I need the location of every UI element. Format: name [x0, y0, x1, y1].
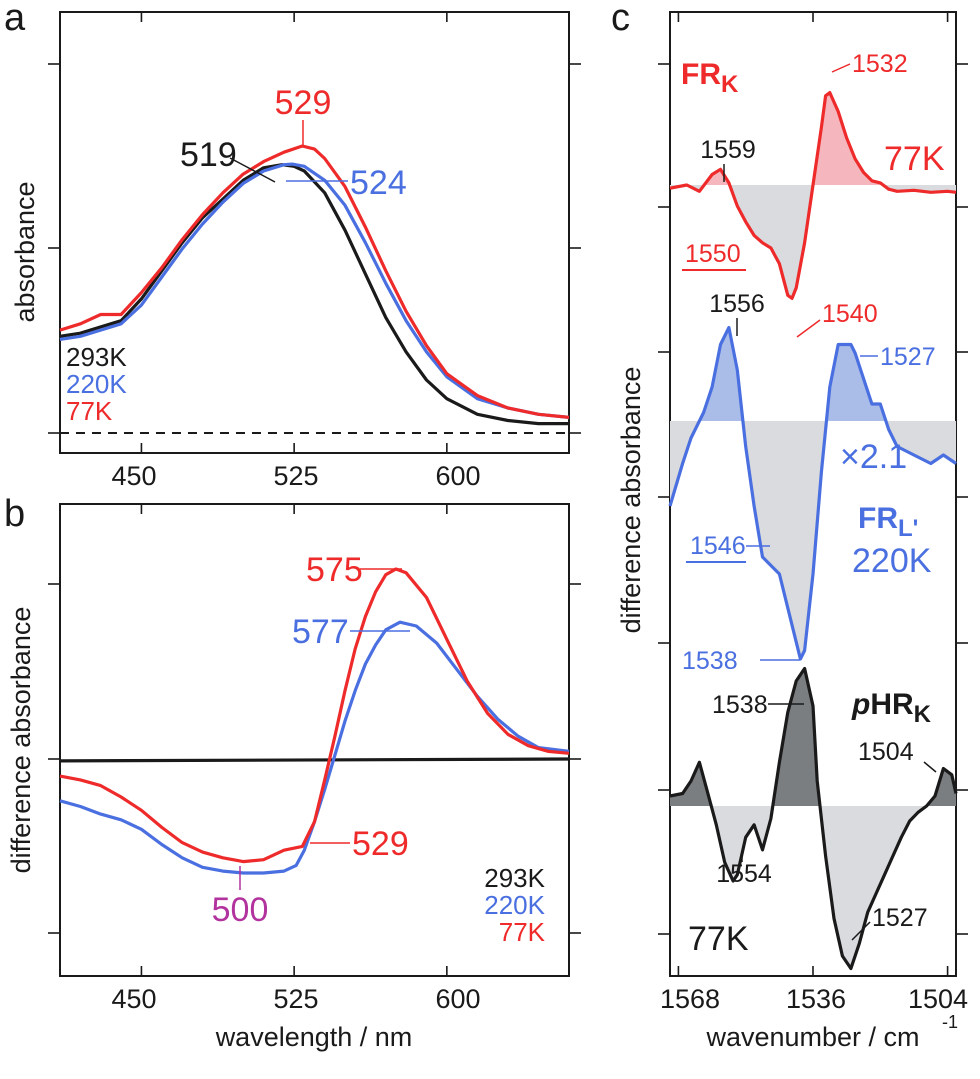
c-1532-leader: [831, 63, 851, 73]
peak-519-label: 519: [180, 136, 237, 174]
panel-c-xlabel: wavenumber / cm: [705, 1022, 919, 1052]
peak-524-label: 524: [350, 164, 407, 202]
legend-b-77k: 77K: [499, 917, 546, 947]
panel-c-fill-neg-fr-l-220k: [670, 421, 956, 659]
peak-500-label: 500: [212, 891, 269, 929]
panel-b-line-293k: [59, 757, 570, 763]
c-1527b-label: 1527: [880, 343, 936, 371]
c-1504-leader: [923, 761, 937, 773]
peak-529-label: 529: [275, 84, 332, 122]
peak-519-leader: [229, 157, 276, 183]
c-1527k-label: 1527: [872, 904, 928, 932]
panel-c-ylabel: difference absorbance: [616, 367, 646, 634]
panel-a-series: [59, 144, 570, 426]
panel-c-fill-pos-fr-l-220k: [670, 327, 956, 421]
panel-c-xtick-1504: 1504: [908, 984, 968, 1014]
panel-b-xlabel: wavelength / nm: [215, 1022, 413, 1052]
fr-l-temp: 220K: [852, 542, 932, 580]
panel-a-line-220k: [59, 162, 570, 419]
fr-k-temp: 77K: [884, 140, 945, 178]
panel-a-frame: [59, 11, 570, 454]
panel-c-xlabel-sup: -1: [942, 1012, 958, 1032]
fr-l-title: FRL': [858, 502, 918, 542]
panel-c-ticks: [658, 12, 968, 976]
c-1527k-leader: [851, 921, 871, 941]
panel-a-ticks: [48, 12, 581, 453]
panel-a-line-293k: [59, 163, 569, 426]
c-1538b-label: 1538: [682, 647, 738, 675]
peak-577-label: 577: [292, 613, 349, 651]
panel-b-line-220k: [59, 620, 570, 875]
panel-b-series: [59, 567, 570, 875]
panel-b-xtick-450: 450: [111, 984, 156, 1014]
legend-220k: 220K: [66, 369, 127, 399]
panel-a-xtick-600: 600: [435, 461, 480, 491]
c-1550-label: 1550: [685, 240, 741, 268]
panel-c-line-fr-k-77k: [669, 90, 957, 300]
c-1538k-label: 1538: [712, 691, 768, 719]
panel-label-c: c: [611, 0, 630, 39]
c-1540-label: 1540: [822, 300, 878, 328]
panel-c-line-fr-l-220k: [668, 325, 957, 661]
panel-b-xtick-600: 600: [435, 984, 480, 1014]
panel-c-line-phr-k-77k: [669, 666, 958, 971]
panel-a-xtick-450: 450: [111, 461, 156, 491]
panel-b-ticks: [48, 504, 581, 976]
panel-a-line-77k: [59, 144, 570, 419]
c-1556-label: 1556: [709, 290, 765, 318]
panel-c-series: [668, 90, 958, 971]
c-1532-label: 1532: [852, 50, 908, 78]
panel-b-frame: [59, 503, 570, 977]
panel-b-line-77k: [59, 567, 570, 864]
legend-b-293k: 293K: [484, 863, 545, 893]
panel-label-b: b: [4, 493, 25, 535]
c-1504-label: 1504: [858, 738, 914, 766]
c-1546-label: 1546: [690, 532, 746, 560]
legend-293k: 293K: [66, 342, 127, 372]
panel-c-fill-neg-phr-k-77k: [670, 806, 956, 969]
panel-b-xtick-525: 525: [273, 984, 318, 1014]
peak-575-label: 575: [306, 551, 363, 589]
panel-label-a: a: [4, 0, 26, 39]
fr-k-title: FRK: [681, 58, 739, 98]
peak-529b-label: 529: [352, 825, 409, 863]
c-1559-label: 1559: [700, 136, 756, 164]
legend-b-220k: 220K: [484, 890, 545, 920]
panel-a-xtick-525: 525: [273, 461, 318, 491]
panel-c-xtick-1536: 1536: [786, 984, 846, 1014]
phr-k-title: pHRK: [851, 688, 932, 728]
legend-77k: 77K: [66, 396, 113, 426]
fr-l-scale: ×2.1: [840, 438, 907, 476]
panel-c-xtick-1568: 1568: [660, 984, 720, 1014]
panel-b-ylabel: difference absorbance: [6, 607, 36, 874]
phr-k-temp: 77K: [688, 920, 749, 958]
panel-a-ylabel: absorbance: [10, 181, 40, 322]
c-1554-label: 1554: [716, 860, 772, 888]
panel-c-fill-pos-phr-k-77k: [670, 668, 956, 806]
c-1540-leader: [796, 319, 821, 338]
